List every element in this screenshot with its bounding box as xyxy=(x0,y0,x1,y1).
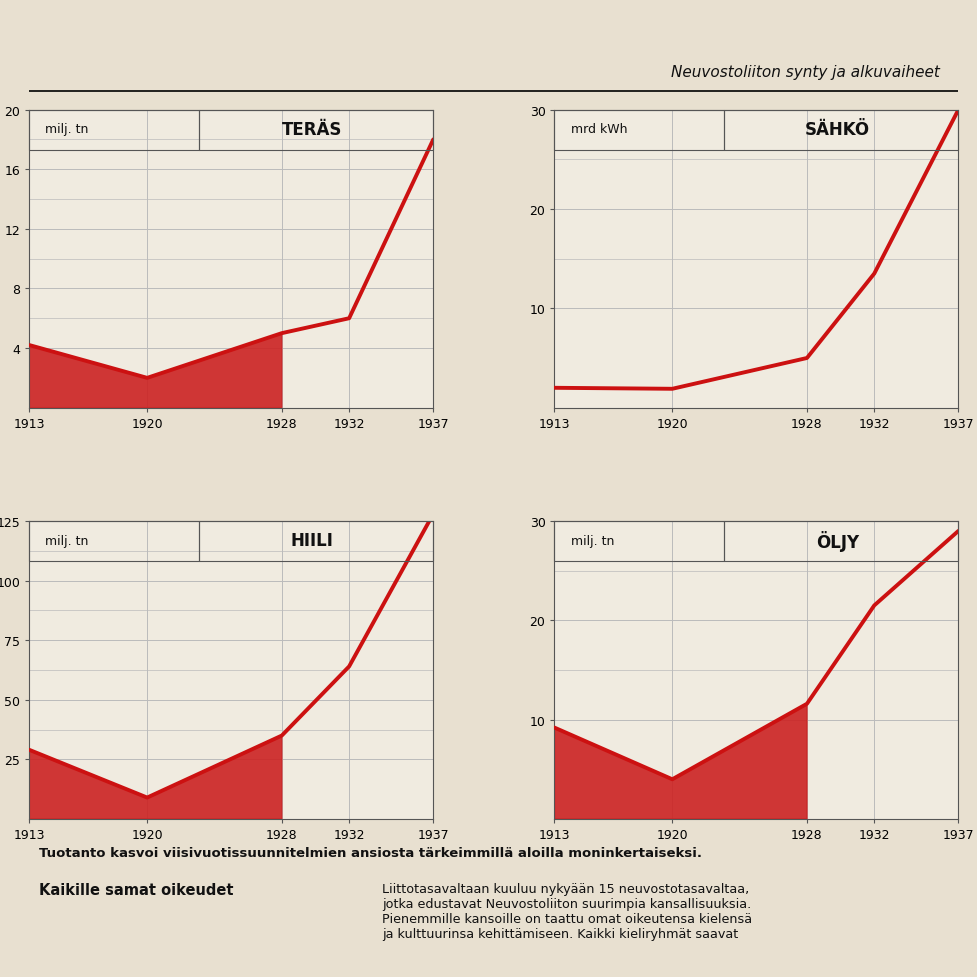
Text: TERÄS: TERÄS xyxy=(281,121,342,139)
Text: SÄHKÖ: SÄHKÖ xyxy=(804,121,869,139)
Bar xyxy=(723,522,957,562)
Text: mrd kWh: mrd kWh xyxy=(570,123,626,137)
Bar xyxy=(198,110,433,150)
Text: HIILI: HIILI xyxy=(290,531,333,550)
Polygon shape xyxy=(554,704,806,819)
Text: milj. tn: milj. tn xyxy=(570,534,614,547)
Bar xyxy=(554,110,723,150)
Bar xyxy=(198,522,433,562)
Text: Liittotasavaltaan kuuluu nykyään 15 neuvostotasavaltaa,
jotka edustavat Neuvosto: Liittotasavaltaan kuuluu nykyään 15 neuv… xyxy=(382,882,751,941)
Polygon shape xyxy=(29,736,281,819)
Bar xyxy=(29,522,198,562)
Text: Neuvostoliiton synty ja alkuvaiheet: Neuvostoliiton synty ja alkuvaiheet xyxy=(670,64,939,80)
Bar xyxy=(723,110,957,150)
Text: milj. tn: milj. tn xyxy=(46,534,89,547)
Bar xyxy=(554,522,723,562)
Bar xyxy=(29,110,198,150)
Text: ÖLJY: ÖLJY xyxy=(815,531,858,551)
Polygon shape xyxy=(29,334,281,408)
Text: Kaikille samat oikeudet: Kaikille samat oikeudet xyxy=(38,882,233,898)
Text: Tuotanto kasvoi viisivuotissuunnitelmien ansiosta tärkeimmillä aloilla moninkert: Tuotanto kasvoi viisivuotissuunnitelmien… xyxy=(38,846,701,859)
Text: milj. tn: milj. tn xyxy=(46,123,89,137)
